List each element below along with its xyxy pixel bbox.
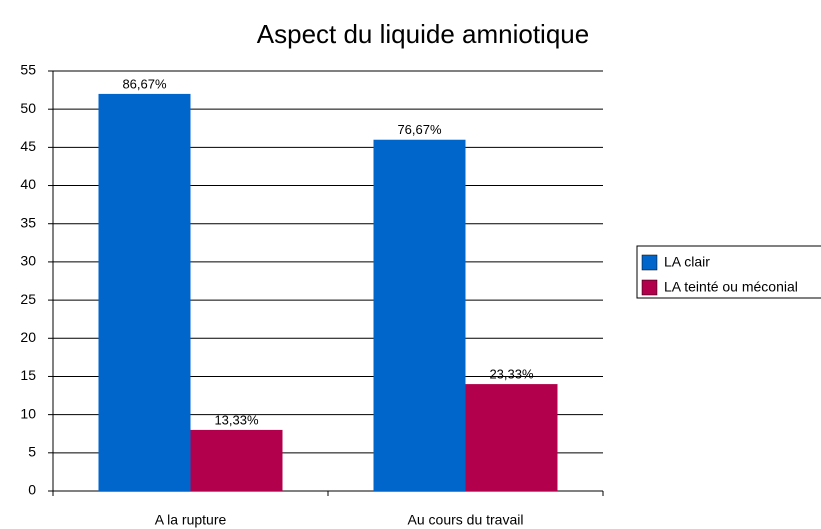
value-label: 23,33% (489, 367, 534, 382)
value-label: 76,67% (397, 122, 442, 137)
x-tick-label: Au cours du travail (408, 512, 524, 528)
value-label: 13,33% (214, 412, 259, 427)
legend-label: LA clair (664, 254, 710, 270)
y-tick-label: 15 (20, 367, 36, 383)
value-label: 86,67% (122, 76, 167, 91)
y-tick-label: 35 (20, 214, 36, 230)
legend-box (636, 245, 821, 299)
legend-label: LA teinté ou méconial (664, 279, 798, 295)
bar (190, 429, 283, 491)
bar (373, 139, 466, 491)
y-tick-label: 0 (28, 482, 36, 498)
x-tick-label: A la rupture (155, 512, 227, 528)
y-tick-label: 5 (28, 444, 36, 460)
y-tick-label: 10 (20, 405, 36, 421)
bar (465, 384, 558, 491)
y-tick-label: 45 (20, 138, 36, 154)
y-tick-label: 30 (20, 253, 36, 269)
chart-title: Aspect du liquide amniotique (257, 19, 589, 49)
y-tick-label: 40 (20, 176, 36, 192)
y-tick-label: 25 (20, 291, 36, 307)
legend-swatch (641, 279, 658, 296)
y-tick-label: 50 (20, 100, 36, 116)
legend-swatch (641, 254, 658, 271)
y-tick-label: 55 (20, 62, 36, 78)
y-tick-label: 20 (20, 329, 36, 345)
bar (98, 93, 191, 491)
